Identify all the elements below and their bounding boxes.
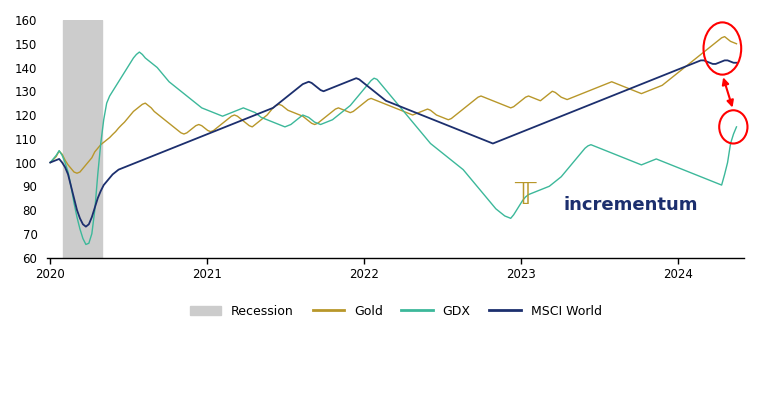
Legend: Recession, Gold, GDX, MSCI World: Recession, Gold, GDX, MSCI World xyxy=(184,300,607,322)
Bar xyxy=(62,20,102,258)
Text: incrementum: incrementum xyxy=(563,196,697,214)
Text: 𝕋: 𝕋 xyxy=(514,181,536,210)
